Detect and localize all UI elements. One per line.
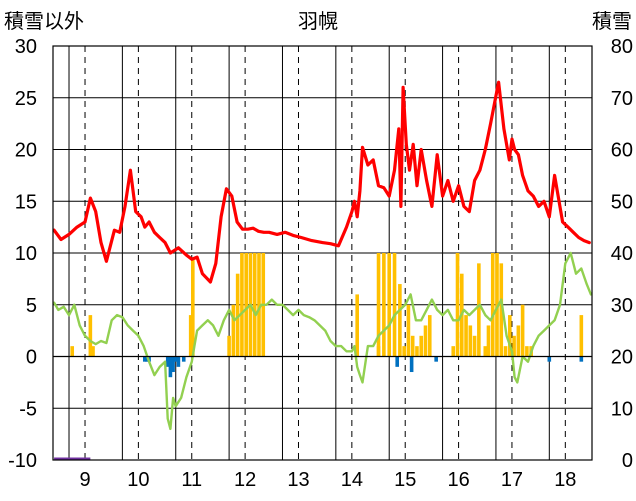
left-axis-label: 積雪以外 [4, 10, 84, 33]
axes [52, 45, 593, 461]
orange-bar [376, 253, 381, 357]
blue-bar [168, 356, 173, 378]
blue-bar [176, 356, 181, 367]
series-line-green [52, 251, 593, 431]
left-tick-label: -5 [19, 398, 37, 420]
blue-bar [142, 356, 147, 362]
orange-bar [252, 253, 257, 357]
blue-bar [173, 356, 178, 362]
orange-bar [464, 315, 468, 357]
orange-bar [503, 346, 508, 357]
x-tick-label: 14 [341, 469, 363, 491]
left-tick-label: 20 [15, 140, 37, 162]
orange-bar [516, 325, 521, 357]
orange-bar [423, 325, 428, 357]
x-tick-label: 16 [447, 469, 469, 491]
orange-bar [398, 284, 402, 357]
orange-bar [188, 315, 193, 357]
left-tick-label: 30 [15, 36, 37, 58]
series-lines [52, 80, 593, 461]
left-tick-label: 15 [15, 191, 37, 213]
left-tick-label: 10 [15, 243, 37, 265]
right-tick-label: 80 [611, 36, 633, 58]
x-tick-label: 17 [501, 469, 523, 491]
orange-bar [191, 258, 195, 357]
blue-bar [181, 356, 186, 362]
right-tick-label: 60 [611, 140, 633, 162]
blue-bar [547, 356, 552, 362]
plot-frame [52, 45, 593, 461]
right-tick-label: 20 [611, 347, 633, 369]
right-tick-label: 10 [611, 398, 633, 420]
x-tick-label: 13 [287, 469, 309, 491]
right-tick-label: 70 [611, 88, 633, 110]
orange-bar [490, 253, 495, 357]
orange-bar [495, 253, 499, 357]
right-tick-label: 0 [622, 450, 633, 472]
chart-title: 羽幌 [298, 10, 338, 33]
orange-bar [387, 253, 392, 357]
x-tick-label: 9 [79, 469, 90, 491]
orange-bar [468, 325, 473, 357]
orange-bar [410, 335, 415, 357]
orange-bar [419, 335, 424, 357]
orange-bar [70, 346, 75, 357]
orange-bar [472, 335, 477, 357]
orange-bar [257, 253, 261, 357]
labels: -10 -5 0 5 10 15 20 25 30 0 10 20 30 40 50 60 70 80 9 10 11 1… [4, 10, 633, 491]
left-tick-label: -10 [8, 450, 37, 472]
left-tick-label: 0 [26, 347, 37, 369]
blue-bar [165, 356, 170, 367]
x-tick-label: 10 [127, 469, 149, 491]
x-tick-label: 15 [394, 469, 416, 491]
orange-bar [486, 325, 491, 357]
x-tick-label: 12 [234, 469, 256, 491]
orange-bar [88, 315, 93, 357]
orange-bar [477, 263, 481, 357]
orange-bar [244, 253, 248, 357]
right-tick-label: 50 [611, 191, 633, 213]
orange-bar [451, 346, 456, 357]
blue-bar [145, 356, 149, 362]
right-axis-label: 積雪 [592, 10, 632, 33]
orange-bar [427, 315, 432, 357]
blue-bar [395, 356, 400, 367]
orange-bar [579, 315, 584, 357]
orange-bar [91, 346, 95, 357]
blue-bar [579, 356, 584, 362]
blue-bar [409, 356, 414, 373]
orange-bar [525, 346, 529, 357]
blue-bar [434, 356, 438, 362]
right-tick-label: 30 [611, 295, 633, 317]
orange-bar [392, 253, 397, 357]
right-tick-label: 40 [611, 243, 633, 265]
x-tick-label: 11 [181, 469, 202, 491]
orange-bar [455, 253, 460, 357]
orange-bar [520, 304, 525, 357]
orange-bar [231, 304, 236, 357]
orange-bar [382, 253, 386, 357]
orange-bar [512, 335, 516, 357]
orange-bar [402, 346, 406, 357]
orange-bar [235, 273, 240, 357]
orange-bar [499, 263, 504, 357]
orange-bar [415, 346, 419, 357]
blue-bar [171, 356, 175, 373]
x-tick-label: 18 [554, 469, 576, 491]
grid [53, 45, 592, 461]
series-line-red [52, 80, 591, 284]
orange-bar [406, 304, 411, 357]
orange-bar [227, 335, 231, 357]
orange-bar [483, 346, 488, 357]
left-tick-label: 25 [15, 88, 37, 110]
orange-bar [355, 294, 359, 357]
orange-bar [240, 253, 244, 357]
left-tick-label: 5 [26, 295, 37, 317]
orange-bar [508, 315, 512, 357]
